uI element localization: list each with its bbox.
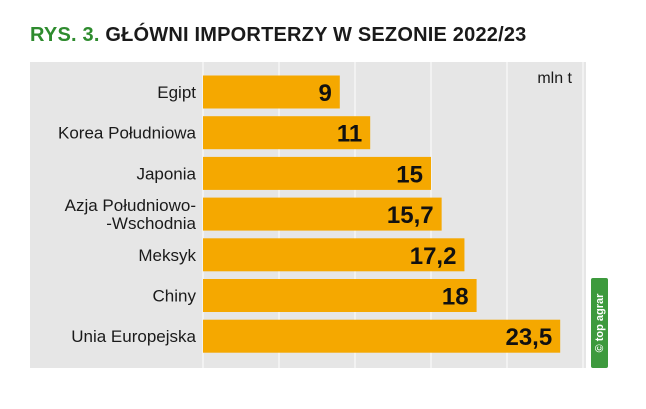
value-label: 23,5 (505, 324, 552, 351)
category-label: Unia Europejska (71, 327, 196, 346)
category-label: Chiny (153, 287, 197, 306)
value-label: 18 (442, 284, 469, 311)
chart-title: RYS. 3. GŁÓWNI IMPORTERZY W SEZONIE 2022… (30, 24, 527, 47)
bar (203, 197, 442, 231)
watermark-badge: © top agrar (591, 278, 608, 368)
bar (203, 75, 340, 109)
unit-label: mln t (537, 70, 572, 87)
bars: 911 15 15,7 17,2 18 23,5 (203, 75, 561, 353)
figure-title: GŁÓWNI IMPORTERZY W SEZONIE 2022/23 (105, 24, 527, 46)
bar (203, 156, 431, 190)
category-label: Azja Południowo--Wschodnia (65, 196, 197, 233)
category-label: Egipt (157, 83, 196, 102)
bar (203, 238, 465, 272)
category-labels: Egipt Korea Południowa Japonia Azja Południ… (58, 83, 197, 346)
value-label: 15 (396, 161, 423, 188)
bar (203, 319, 561, 353)
category-label: Japonia (136, 164, 196, 183)
category-label: Meksyk (138, 246, 196, 265)
value-label: 9 (318, 80, 331, 107)
bar (203, 279, 477, 312)
value-label: 11 (337, 121, 362, 148)
watermark-text: © top agrar (593, 293, 606, 353)
figure-number: RYS. 3. (30, 24, 100, 46)
value-label: 17,2 (410, 243, 457, 270)
bar (203, 116, 371, 150)
category-label: Korea Południowa (58, 124, 197, 143)
value-label: 15,7 (387, 202, 434, 229)
